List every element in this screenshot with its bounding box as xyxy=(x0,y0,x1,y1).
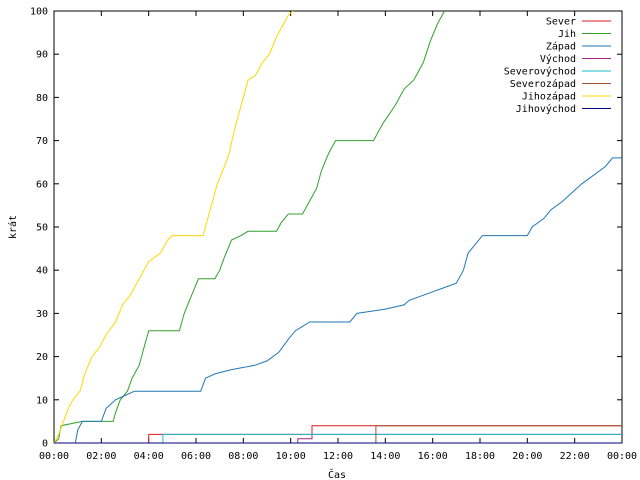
y-tick-label: 20 xyxy=(36,352,48,363)
legend-label-severozapad: Severozápad xyxy=(510,78,576,90)
y-tick-label: 80 xyxy=(36,93,48,104)
legend-label-jihozapad: Jihozápad xyxy=(522,91,576,103)
x-tick-label: 10:00 xyxy=(276,451,306,462)
series-line-zapad xyxy=(54,157,622,444)
y-tick-label: 100 xyxy=(30,7,48,18)
y-tick-label: 10 xyxy=(36,395,48,406)
legend-label-jihovychod: Jihovýchod xyxy=(516,103,576,115)
legend-label-zapad: Západ xyxy=(546,41,576,53)
legend-label-severovychod: Severovýchod xyxy=(504,66,576,78)
x-tick-label: 08:00 xyxy=(228,451,258,462)
legend-label-jih: Jih xyxy=(558,29,576,40)
y-tick-label: 70 xyxy=(36,136,48,147)
y-tick-label: 50 xyxy=(36,223,48,234)
y-tick-label: 90 xyxy=(36,50,48,61)
series-line-jih xyxy=(53,10,445,444)
y-tick-label: 60 xyxy=(36,179,48,190)
y-axis-label: krát xyxy=(7,215,19,239)
y-tick-label: 0 xyxy=(42,439,48,450)
y-tick-label: 40 xyxy=(36,266,48,277)
x-tick-label: 14:00 xyxy=(370,451,400,462)
x-tick-label: 00:00 xyxy=(607,451,637,462)
x-tick-label: 00:00 xyxy=(39,451,69,462)
x-axis-label: Čas xyxy=(328,468,346,480)
series-line-jihozapad xyxy=(53,10,294,444)
y-tick-label: 30 xyxy=(36,309,48,320)
legend-label-sever: Sever xyxy=(546,17,576,28)
legend-label-vychod: Východ xyxy=(540,53,576,65)
x-tick-label: 16:00 xyxy=(418,451,448,462)
x-tick-label: 06:00 xyxy=(181,451,211,462)
x-tick-label: 02:00 xyxy=(86,451,116,462)
x-tick-label: 22:00 xyxy=(560,451,590,462)
x-tick-label: 20:00 xyxy=(512,451,542,462)
series-layer xyxy=(53,10,622,444)
x-tick-label: 04:00 xyxy=(134,451,164,462)
legend: SeverJihZápadVýchodSeverovýchodSeverozáp… xyxy=(504,17,611,115)
x-tick-label: 12:00 xyxy=(323,451,353,462)
x-tick-label: 18:00 xyxy=(465,451,495,462)
